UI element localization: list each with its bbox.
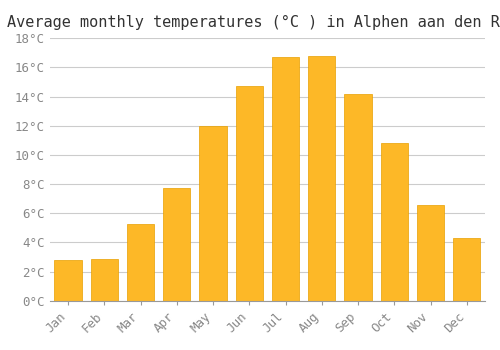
Bar xyxy=(200,126,226,301)
Bar xyxy=(417,204,444,301)
Bar xyxy=(308,56,336,301)
Bar xyxy=(163,188,190,301)
Bar xyxy=(54,260,82,301)
Bar xyxy=(454,238,480,301)
Bar xyxy=(127,224,154,301)
Bar xyxy=(380,143,408,301)
Bar xyxy=(344,93,372,301)
Bar xyxy=(236,86,263,301)
Bar xyxy=(90,259,118,301)
Title: Average monthly temperatures (°C ) in Alphen aan den Rijn: Average monthly temperatures (°C ) in Al… xyxy=(8,15,500,30)
Bar xyxy=(272,57,299,301)
